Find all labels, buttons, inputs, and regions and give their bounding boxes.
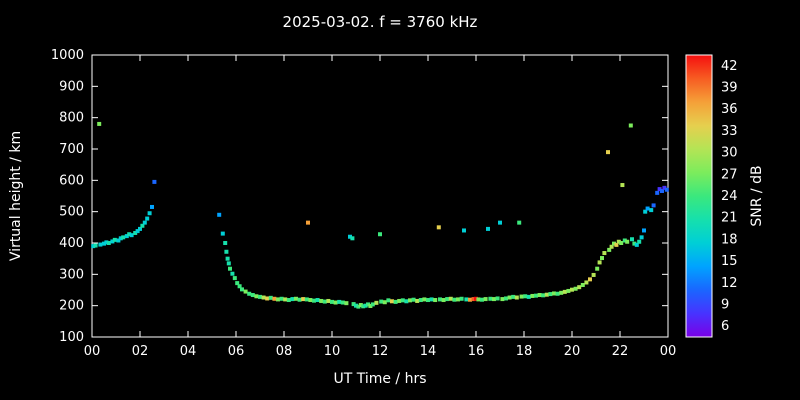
x-tick-label: 16 (468, 344, 485, 359)
y-tick-label: 1000 (51, 48, 84, 63)
x-tick-label: 12 (372, 344, 389, 359)
x-tick-label: 06 (228, 344, 245, 359)
x-tick-label: 00 (660, 344, 677, 359)
colorbar-tick-label: 21 (721, 211, 738, 226)
y-tick-label: 600 (59, 173, 84, 188)
y-tick-label: 300 (59, 267, 84, 282)
x-tick-label: 18 (516, 344, 533, 359)
y-tick-label: 100 (59, 330, 84, 345)
colorbar-tick-label: 33 (721, 124, 738, 139)
colorbar-tick-label: 27 (721, 167, 738, 182)
x-tick-label: 02 (132, 344, 149, 359)
y-tick-label: 900 (59, 79, 84, 94)
colorbar-tick-label: 15 (721, 254, 738, 269)
x-tick-label: 10 (324, 344, 341, 359)
y-tick-label: 200 (59, 299, 84, 314)
y-tick-label: 500 (59, 205, 84, 220)
x-axis-label: UT Time / hrs (333, 371, 427, 387)
plot-frame (91, 54, 669, 338)
colorbar-tick-label: 9 (721, 297, 729, 312)
colorbar-tick-label: 42 (721, 59, 738, 74)
colorbar-tick-label: 36 (721, 102, 738, 117)
colorbar-tick-label: 30 (721, 146, 738, 161)
y-tick-label: 700 (59, 142, 84, 157)
y-tick-label: 800 (59, 111, 84, 126)
x-tick-label: 20 (564, 344, 581, 359)
colorbar-tick-label: 12 (721, 276, 738, 291)
colorbar-tick-label: 24 (721, 189, 738, 204)
x-tick-label: 00 (84, 344, 101, 359)
x-tick-label: 14 (420, 344, 437, 359)
x-tick-label: 22 (612, 344, 629, 359)
y-tick-label: 400 (59, 236, 84, 251)
colorbar-tick-label: 18 (721, 232, 738, 247)
colorbar-tick-label: 6 (721, 319, 729, 334)
x-tick-label: 04 (180, 344, 197, 359)
chart-title: 2025-03-02. f = 3760 kHz (282, 13, 478, 31)
colorbar (685, 54, 713, 338)
scatter-points (91, 121, 669, 309)
x-tick-label: 08 (276, 344, 293, 359)
colorbar-tick-label: 39 (721, 81, 738, 96)
